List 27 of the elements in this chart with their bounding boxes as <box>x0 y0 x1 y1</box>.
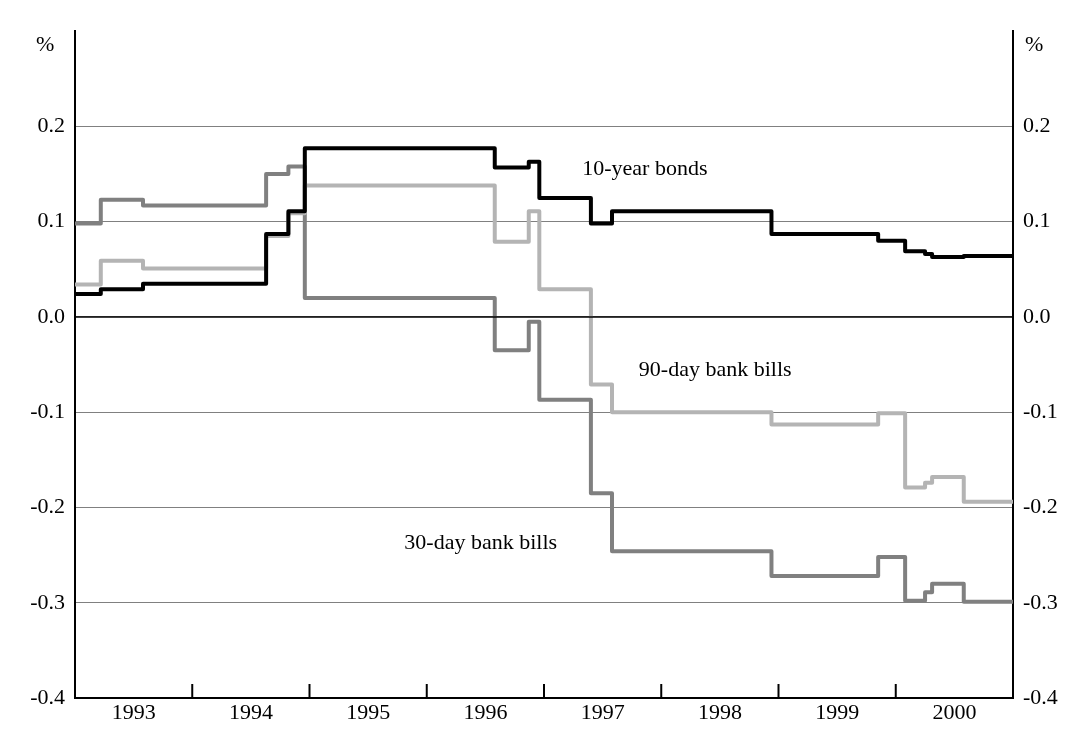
series-label: 90-day bank bills <box>638 356 792 382</box>
y2-tick-label: -0.4 <box>1023 683 1058 709</box>
y-tick-label: 0.0 <box>37 302 65 328</box>
x-tick-label: 1997 <box>580 698 625 724</box>
x-tick-label: 1996 <box>463 698 508 724</box>
y2-tick-label: 0.0 <box>1023 302 1051 328</box>
y2-tick-label: -0.3 <box>1023 588 1058 614</box>
y-tick-label: 0.2 <box>37 112 65 138</box>
y-tick-label: -0.2 <box>30 493 65 519</box>
text: 30-day bank bills <box>404 529 558 555</box>
y2-tick-label: -0.2 <box>1023 493 1058 519</box>
y-axis-title: % <box>36 30 55 56</box>
x-tick-label: 1993 <box>111 698 156 724</box>
x-tick-label: 1999 <box>815 698 860 724</box>
x-tick-label: 1995 <box>346 698 391 724</box>
series-label: 10-year bonds <box>582 155 708 181</box>
x-tick-label: 1994 <box>228 698 273 724</box>
y2-tick-label: -0.1 <box>1023 398 1058 424</box>
x-tick-label: 1998 <box>697 698 742 724</box>
y-tick-label: -0.3 <box>30 588 65 614</box>
y2-axis-title: % <box>1025 30 1044 56</box>
y2-tick-label: 0.1 <box>1023 207 1051 233</box>
y2-tick-label: 0.2 <box>1023 112 1051 138</box>
y-tick-label: -0.1 <box>30 398 65 424</box>
y-tick-label: 0.1 <box>37 207 65 233</box>
y-tick-label: -0.4 <box>30 683 65 709</box>
x-tick-label: 2000 <box>932 698 977 724</box>
